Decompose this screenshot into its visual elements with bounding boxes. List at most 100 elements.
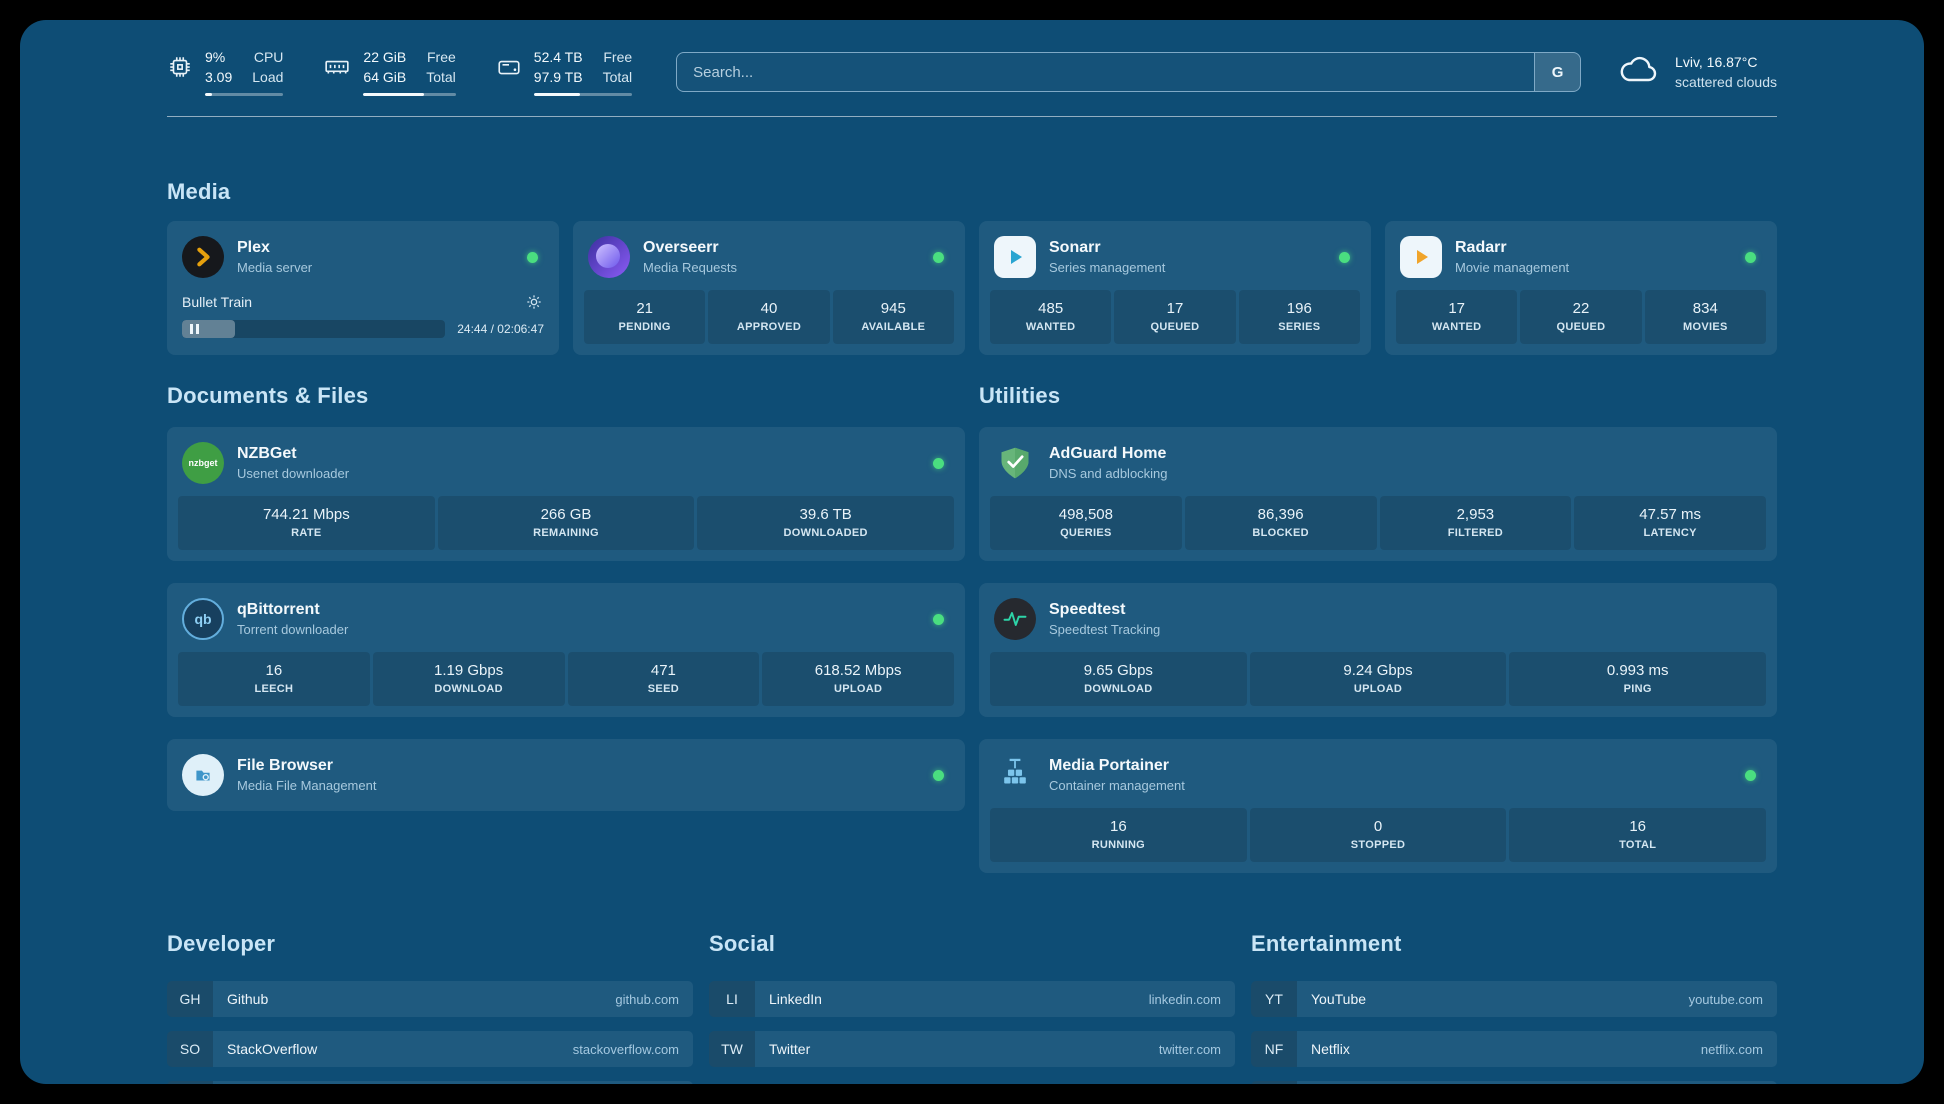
stat-value: 21 — [636, 300, 653, 318]
playback-progress-bar[interactable] — [182, 320, 446, 339]
bookmark-name: Netflix — [1311, 1041, 1350, 1058]
bookmark-abbr: LI — [709, 981, 755, 1018]
bookmark-youtube[interactable]: YT YouTube youtube.com — [1251, 981, 1777, 1018]
memory-readout: 22 GiB 64 GiB Free Total — [363, 48, 456, 97]
now-playing-title: Bullet Train — [182, 294, 253, 311]
bookmark-name: LinkedIn — [769, 991, 822, 1008]
stat-value: 485 — [1038, 300, 1064, 318]
memory-free-label: Free — [427, 49, 456, 65]
service-title-block: Overseerr Media Requests — [643, 239, 737, 275]
stat-value: 9.65 Gbps — [1083, 662, 1153, 680]
service-header: qb qBittorrent Torrent downloader — [178, 594, 954, 652]
bookmark-reddit[interactable]: RE Reddit reddit.com — [1251, 1081, 1777, 1084]
stat-label: RUNNING — [1091, 839, 1146, 852]
stat-block: 2,953 FILTERED — [1379, 496, 1572, 551]
memory-widget: 22 GiB 64 GiB Free Total — [323, 48, 456, 97]
media-grid: Plex Media server Bullet Train — [167, 221, 1777, 356]
service-card-plex[interactable]: Plex Media server Bullet Train — [167, 221, 559, 356]
stat-block: 17 WANTED — [1396, 290, 1518, 345]
status-dot — [527, 251, 538, 263]
status-dot — [1745, 251, 1756, 263]
service-card-filebrowser[interactable]: File Browser Media File Management — [167, 739, 965, 812]
disk-free-label: Free — [603, 49, 633, 65]
service-subtitle: Media File Management — [237, 778, 377, 794]
service-subtitle: Media server — [237, 260, 313, 276]
bookmark-stackoverflow[interactable]: SO StackOverflow stackoverflow.com — [167, 1031, 693, 1068]
stat-label: BLOCKED — [1252, 527, 1309, 540]
bookmark-abbr: YT — [1251, 981, 1297, 1018]
section-media: Media Plex Media server Bullet Train — [167, 179, 1777, 356]
topbar-divider — [167, 116, 1777, 118]
service-name: NZBGet — [237, 445, 297, 463]
middle-columns: Documents & Files nzbget NZBGet Usenet d… — [167, 383, 1777, 874]
bookmark-github[interactable]: GH Github github.com — [167, 981, 693, 1018]
stat-value: 498,508 — [1058, 506, 1113, 524]
nzbget-icon-text: nzbget — [188, 458, 218, 469]
search-provider-button[interactable]: G — [1534, 53, 1581, 92]
cpu-load-value: 3.09 — [205, 68, 233, 85]
stat-label: STOPPED — [1350, 839, 1406, 852]
disk-free-value: 52.4 TB — [533, 49, 583, 65]
stat-value: 17 — [1166, 300, 1184, 318]
portainer-icon — [994, 754, 1036, 796]
bookmark-dev[interactable]: DT DEV dev.to — [167, 1081, 693, 1084]
weather-widget: Lviv, 16.87°C scattered clouds — [1617, 52, 1777, 93]
disk-widget: 52.4 TB 97.9 TB Free Total — [496, 48, 633, 97]
service-card-nzbget[interactable]: nzbget NZBGet Usenet downloader 744.21 M… — [167, 427, 965, 562]
service-card-portainer[interactable]: Media Portainer Container management 16 … — [979, 739, 1777, 874]
service-stats: 744.21 Mbps RATE 266 GB REMAINING 39.6 T… — [178, 496, 955, 551]
service-title-block: Speedtest Speedtest Tracking — [1049, 601, 1160, 637]
stat-label: RATE — [291, 527, 322, 540]
stat-label: QUEUED — [1150, 321, 1200, 334]
disk-total-label: Total — [602, 68, 633, 85]
stat-label: TOTAL — [1619, 839, 1657, 852]
service-name: File Browser — [237, 757, 334, 775]
bookmarks: Developer GH Github github.com SO StackO… — [167, 931, 1777, 1084]
stat-value: 9.24 Gbps — [1343, 662, 1413, 680]
service-card-qbittorrent[interactable]: qb qBittorrent Torrent downloader 16 LEE… — [167, 583, 965, 718]
pause-icon[interactable] — [190, 324, 199, 335]
status-dot — [933, 613, 944, 625]
stat-value: 16 — [265, 662, 283, 680]
service-title-block: File Browser Media File Management — [237, 757, 376, 793]
stat-block: 945 AVAILABLE — [832, 290, 954, 345]
bookmark-abbr: NF — [1251, 1031, 1297, 1068]
stat-value: 471 — [650, 662, 676, 680]
stat-value: 945 — [880, 300, 906, 318]
service-title-block: Media Portainer Container management — [1049, 757, 1185, 793]
stat-label: LEECH — [254, 683, 294, 696]
service-name: Radarr — [1455, 239, 1507, 257]
service-name: Sonarr — [1049, 239, 1101, 257]
stat-value: 196 — [1286, 300, 1312, 318]
stat-block: 266 GB REMAINING — [437, 496, 695, 551]
disk-readout: 52.4 TB 97.9 TB Free Total — [533, 48, 633, 97]
service-card-radarr[interactable]: Radarr Movie management 17 WANTED 22 QUE… — [1385, 221, 1777, 356]
stat-value: 17 — [1448, 300, 1465, 318]
stat-label: DOWNLOAD — [1084, 683, 1153, 696]
service-card-speedtest[interactable]: Speedtest Speedtest Tracking 9.65 Gbps D… — [979, 583, 1777, 718]
bookmark-netflix[interactable]: NF Netflix netflix.com — [1251, 1031, 1777, 1068]
qbittorrent-icon: qb — [182, 598, 224, 641]
stat-value: 0.993 ms — [1606, 662, 1669, 680]
now-playing-row: Bullet Train — [178, 290, 548, 320]
gear-icon[interactable] — [526, 294, 542, 310]
bookmark-abbr: TW — [709, 1031, 755, 1068]
stat-value: 39.6 TB — [799, 506, 852, 524]
service-card-sonarr[interactable]: Sonarr Series management 485 WANTED 17 Q… — [979, 221, 1371, 356]
service-card-adguard[interactable]: AdGuard Home DNS and adblocking 498,508 … — [979, 427, 1777, 562]
service-stats: 9.65 Gbps DOWNLOAD 9.24 Gbps UPLOAD 0.99… — [990, 652, 1767, 707]
bookmark-name: StackOverflow — [227, 1041, 318, 1058]
stat-value: 22 — [1572, 300, 1590, 318]
stat-label: AVAILABLE — [861, 321, 926, 334]
search-input[interactable] — [677, 53, 1535, 92]
bookmark-linkedin[interactable]: LI LinkedIn linkedin.com — [709, 981, 1235, 1018]
stat-block: 471 SEED — [567, 652, 760, 707]
service-card-overseerr[interactable]: Overseerr Media Requests 21 PENDING 40 A… — [573, 221, 965, 356]
memory-total-label: Total — [426, 68, 456, 85]
bookmark-twitter[interactable]: TW Twitter twitter.com — [709, 1031, 1235, 1068]
stat-block: 0 STOPPED — [1249, 808, 1507, 863]
stat-value: 618.52 Mbps — [814, 662, 902, 680]
stat-block: 618.52 Mbps UPLOAD — [762, 652, 954, 707]
weather-location: Lviv, 16.87°C — [1675, 53, 1758, 70]
player-controls: 24:44 / 02:06:47 — [178, 320, 548, 342]
